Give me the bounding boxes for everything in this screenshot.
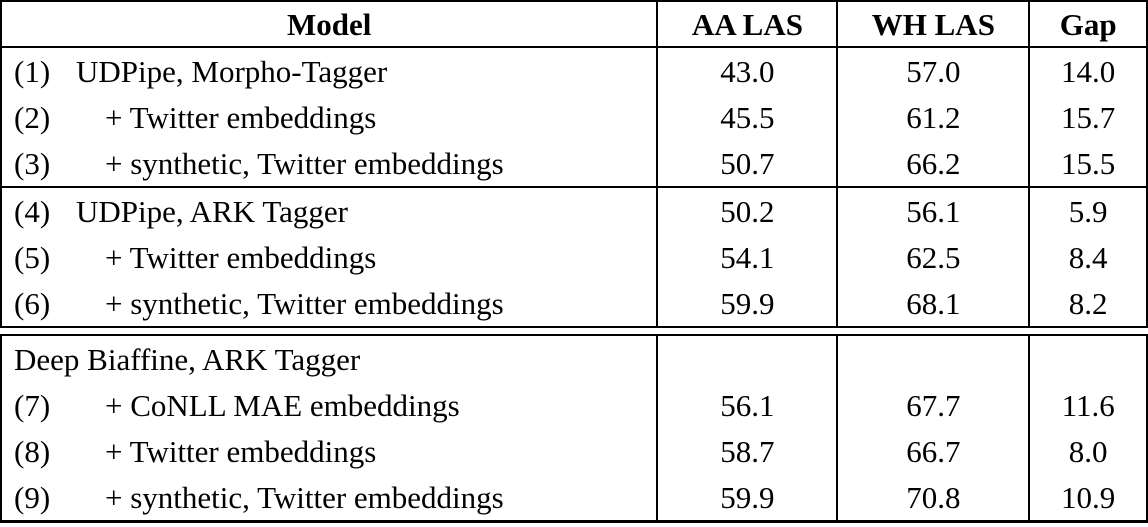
table-row: (3) + synthetic, Twitter embeddings 50.7 … (1, 140, 1147, 187)
wh-las-cell: 66.7 (836, 428, 1030, 474)
model-cell: (1) UDPipe, Morpho-Tagger (1, 47, 657, 94)
wh-las-cell: 67.7 (836, 382, 1030, 428)
model-cell: Deep Biaffine, ARK Tagger (1, 335, 657, 382)
gap-cell: 15.5 (1028, 140, 1147, 187)
row-number: (4) (14, 193, 51, 229)
wh-las-cell: 56.1 (836, 187, 1030, 234)
aa-las-cell: 59.9 (656, 280, 838, 327)
model-label: + Twitter embeddings (105, 433, 377, 469)
row-number: (9) (14, 479, 51, 515)
gap-cell: 10.9 (1028, 474, 1147, 522)
gap-cell: 8.2 (1028, 280, 1147, 327)
aa-las-cell (656, 335, 838, 382)
model-label: + Twitter embeddings (105, 239, 377, 275)
aa-las-cell: 43.0 (656, 47, 838, 94)
row-number: (6) (14, 285, 51, 321)
table-row: (1) UDPipe, Morpho-Tagger 43.0 57.0 14.0 (1, 47, 1147, 94)
row-number: (2) (14, 99, 51, 135)
model-label: + Twitter embeddings (105, 99, 377, 135)
table-row: Deep Biaffine, ARK Tagger (1, 335, 1147, 382)
results-table-lower: Deep Biaffine, ARK Tagger (7) + CoNLL MAE… (0, 334, 1148, 523)
model-cell: (4) UDPipe, ARK Tagger (1, 187, 657, 234)
model-cell: (9) + synthetic, Twitter embeddings (1, 474, 657, 522)
wh-las-cell: 68.1 (836, 280, 1030, 327)
aa-las-cell: 56.1 (656, 382, 838, 428)
model-cell: (5) + Twitter embeddings (1, 234, 657, 280)
model-label: + synthetic, Twitter embeddings (105, 285, 504, 321)
row-number: (1) (14, 53, 51, 89)
model-label: + CoNLL MAE embeddings (105, 387, 460, 423)
table-row: (6) + synthetic, Twitter embeddings 59.9 … (1, 280, 1147, 327)
model-cell: (8) + Twitter embeddings (1, 428, 657, 474)
model-cell: (6) + synthetic, Twitter embeddings (1, 280, 657, 327)
table-row: (4) UDPipe, ARK Tagger 50.2 56.1 5.9 (1, 187, 1147, 234)
table-row: (2) + Twitter embeddings 45.5 61.2 15.7 (1, 94, 1147, 140)
header-row: Model AA LAS WH LAS Gap (1, 1, 1147, 47)
row-number: (3) (14, 145, 51, 181)
row-number: (8) (14, 433, 51, 469)
wh-las-cell: 66.2 (836, 140, 1030, 187)
gap-cell: 8.0 (1028, 428, 1147, 474)
aa-las-cell: 54.1 (656, 234, 838, 280)
gap-cell: 14.0 (1028, 47, 1147, 94)
col-header-model: Model (287, 6, 372, 42)
wh-las-cell: 62.5 (836, 234, 1030, 280)
model-label: Deep Biaffine, ARK Tagger (14, 341, 361, 377)
wh-las-cell: 57.0 (836, 47, 1030, 94)
aa-las-cell: 50.7 (656, 140, 838, 187)
gap-cell: 11.6 (1028, 382, 1147, 428)
table-row: (7) + CoNLL MAE embeddings 56.1 67.7 11.6 (1, 382, 1147, 428)
model-label: + synthetic, Twitter embeddings (105, 145, 504, 181)
model-label: + synthetic, Twitter embeddings (105, 479, 504, 515)
col-header-wh-las: WH LAS (836, 1, 1030, 47)
aa-las-cell: 45.5 (656, 94, 838, 140)
table-row: (9) + synthetic, Twitter embeddings 59.9 … (1, 474, 1147, 522)
model-cell: (2) + Twitter embeddings (1, 94, 657, 140)
col-header-aa-las: AA LAS (656, 1, 838, 47)
results-table-upper: Model AA LAS WH LAS Gap (1) UDPipe, Morph… (0, 0, 1148, 328)
gap-cell: 5.9 (1028, 187, 1147, 234)
model-label: UDPipe, Morpho-Tagger (76, 53, 388, 89)
aa-las-cell: 58.7 (656, 428, 838, 474)
wh-las-cell: 70.8 (836, 474, 1030, 522)
aa-las-cell: 50.2 (656, 187, 838, 234)
table-row: (8) + Twitter embeddings 58.7 66.7 8.0 (1, 428, 1147, 474)
col-header-gap: Gap (1028, 1, 1147, 47)
row-number: (5) (14, 239, 51, 275)
model-cell: (7) + CoNLL MAE embeddings (1, 382, 657, 428)
table-row: (5) + Twitter embeddings 54.1 62.5 8.4 (1, 234, 1147, 280)
model-label: UDPipe, ARK Tagger (76, 193, 348, 229)
gap-cell (1028, 335, 1147, 382)
row-number: (7) (14, 387, 51, 423)
aa-las-cell: 59.9 (656, 474, 838, 522)
wh-las-cell (836, 335, 1030, 382)
gap-cell: 8.4 (1028, 234, 1147, 280)
model-cell: (3) + synthetic, Twitter embeddings (1, 140, 657, 187)
gap-cell: 15.7 (1028, 94, 1147, 140)
wh-las-cell: 61.2 (836, 94, 1030, 140)
